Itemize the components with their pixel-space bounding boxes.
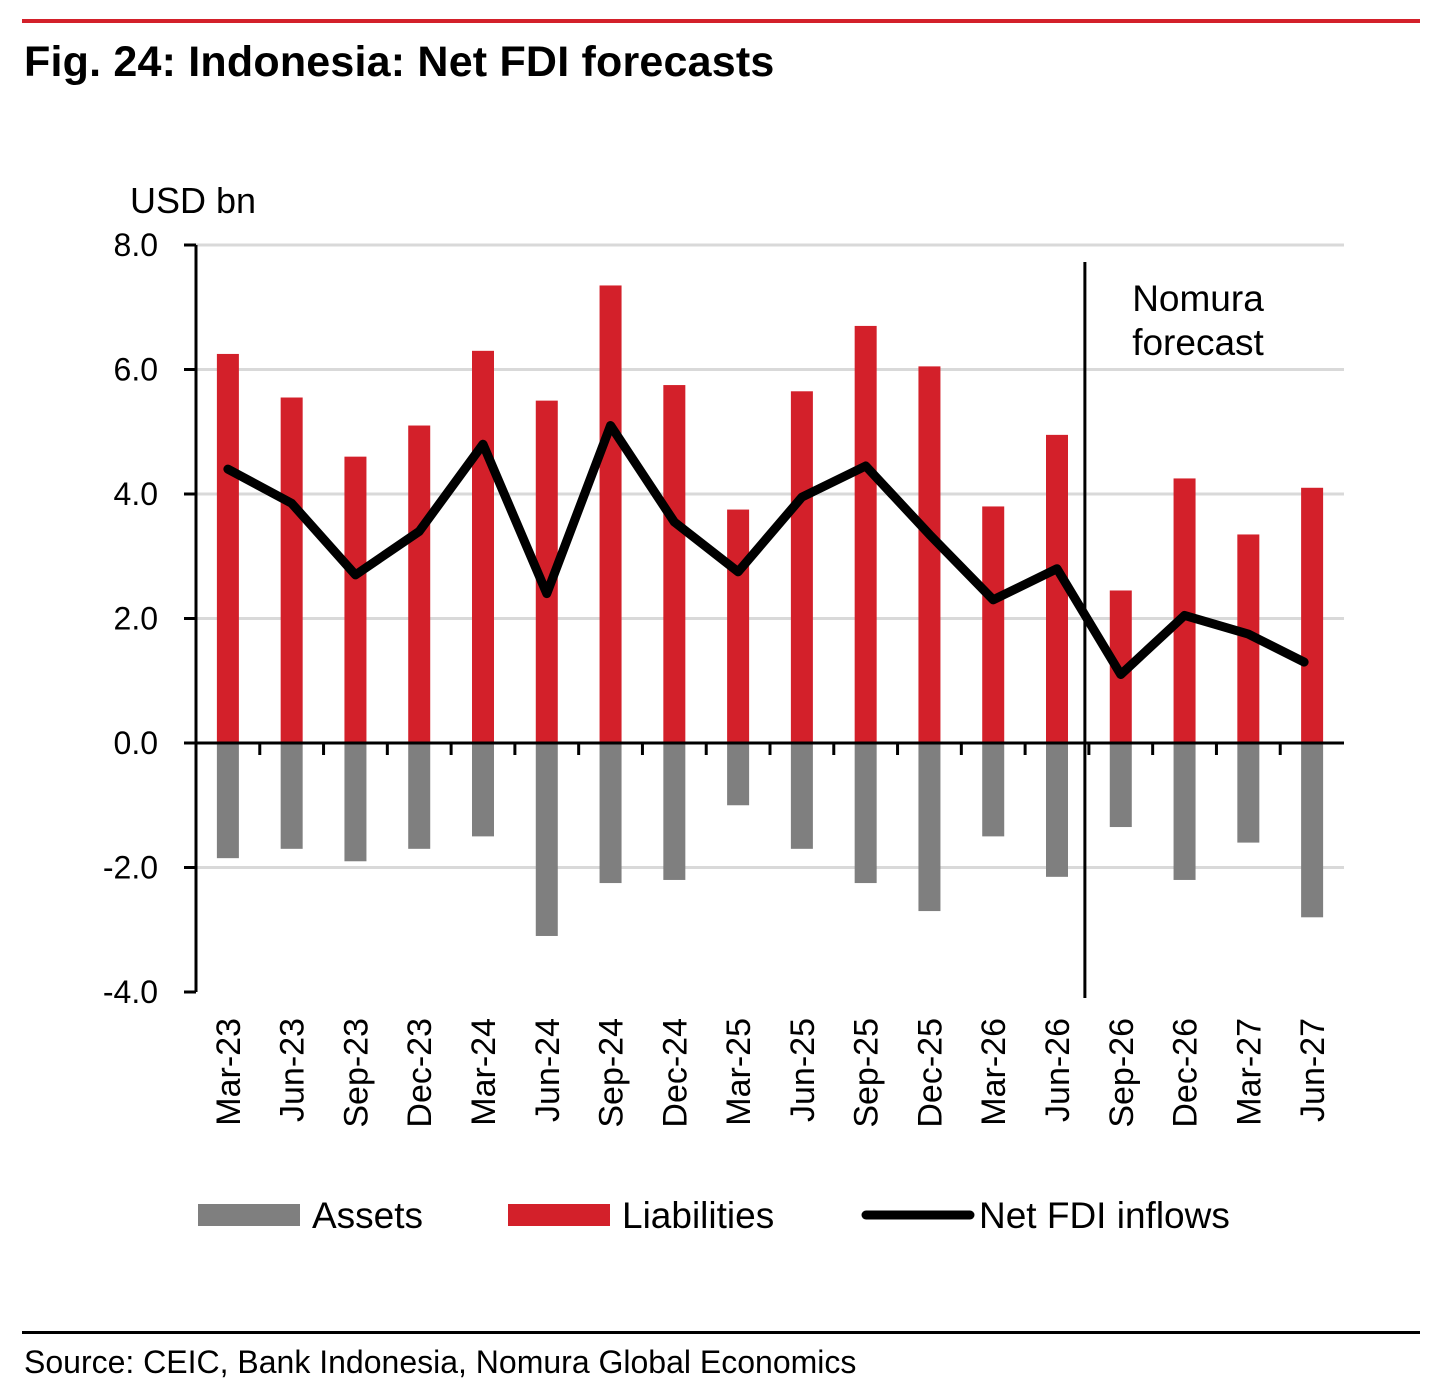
assets-bar — [1237, 743, 1260, 843]
assets-bar — [1046, 743, 1068, 877]
x-category-label: Mar-25 — [720, 1018, 758, 1126]
liabilities-bar — [1046, 434, 1068, 743]
liabilities-bar — [472, 350, 494, 743]
liabilities-bar — [727, 509, 750, 743]
legend-swatch — [198, 1204, 300, 1226]
source-note: Source: CEIC, Bank Indonesia, Nomura Glo… — [24, 1344, 857, 1380]
assets-bar — [918, 743, 941, 912]
x-category-label: Mar-23 — [210, 1018, 248, 1126]
y-tick-label: -2.0 — [103, 850, 158, 886]
net-fdi-point — [291, 502, 293, 504]
assets-bar — [727, 743, 750, 806]
net-fdi-point — [546, 593, 548, 595]
net-fdi-line — [223, 421, 1309, 680]
y-tick-label: 4.0 — [114, 476, 158, 512]
assets-bar — [982, 743, 1005, 837]
x-category-label: Dec-26 — [1167, 1018, 1205, 1128]
forecast-note-line2: forecast — [1132, 322, 1264, 363]
y-tick-label: 2.0 — [114, 601, 158, 637]
net-fdi-point — [354, 574, 356, 576]
assets-bar — [1173, 743, 1196, 880]
liabilities-bar — [982, 506, 1005, 743]
liabilities-bar — [1173, 478, 1196, 743]
x-category-label: Mar-27 — [1230, 1018, 1268, 1126]
legend-label: Net FDI inflows — [979, 1195, 1230, 1236]
liabilities-bar — [344, 456, 367, 743]
net-fdi-point — [865, 465, 867, 467]
x-category-label: Jun-23 — [274, 1018, 312, 1122]
y-tick-label: -4.0 — [103, 974, 158, 1010]
net-fdi-point — [482, 443, 484, 445]
legend-label: Assets — [312, 1195, 423, 1236]
assets-bar — [1301, 743, 1324, 918]
net-fdi-point — [227, 468, 229, 470]
x-category-label: Jun-25 — [784, 1018, 822, 1122]
assets-bar — [854, 743, 877, 884]
top-rule — [22, 19, 1420, 23]
assets-bar — [599, 743, 622, 884]
y-tick-label: 0.0 — [114, 725, 158, 761]
liabilities-bar — [790, 391, 813, 743]
x-category-label: Sep-25 — [848, 1018, 886, 1128]
net-fdi-point — [801, 496, 803, 498]
liabilities-bar — [216, 353, 239, 743]
x-category-label: Dec-25 — [911, 1018, 949, 1128]
assets-bar — [663, 743, 686, 880]
x-category-label: Jun-26 — [1039, 1018, 1077, 1122]
net-fdi-point — [1184, 614, 1186, 616]
net-fdi-points — [227, 425, 1305, 676]
net-fdi-point — [610, 425, 612, 427]
figure-title: Fig. 24: Indonesia: Net FDI forecasts — [24, 38, 775, 86]
assets-bar — [408, 743, 431, 849]
net-fdi-point — [1303, 661, 1305, 663]
liabilities-bar — [408, 425, 431, 743]
x-category-label: Jun-24 — [529, 1018, 567, 1122]
bars — [194, 285, 1324, 936]
legend-label: Liabilities — [622, 1195, 774, 1236]
liabilities-bar — [535, 400, 558, 743]
net-fdi-point — [992, 599, 994, 601]
x-category-label: Sep-26 — [1103, 1018, 1141, 1128]
net-fdi-point — [928, 533, 930, 535]
assets-bar — [216, 743, 239, 859]
x-category-label: Dec-24 — [656, 1018, 694, 1128]
assets-bar — [472, 743, 494, 837]
y-tick-label: 8.0 — [114, 227, 158, 263]
legend-swatch — [508, 1204, 610, 1226]
x-category-label: Mar-24 — [465, 1018, 503, 1126]
y-axis-ticks: 8.0 6.0 4.0 2.0 0.0 -2.0 -4.0 — [103, 227, 196, 1010]
y-tick-label: 6.0 — [114, 352, 158, 388]
assets-bar — [790, 743, 813, 849]
y-axis-unit: USD bn — [130, 180, 256, 221]
net-fdi-point — [1247, 633, 1249, 635]
net-fdi-point — [737, 571, 739, 573]
liabilities-bar — [599, 285, 622, 743]
bottom-rule — [22, 1331, 1420, 1334]
legend: Assets Liabilities Net FDI inflows — [198, 1195, 1230, 1236]
x-category-label: Jun-27 — [1294, 1018, 1332, 1122]
liabilities-bar — [918, 366, 941, 743]
liabilities-bar — [280, 397, 303, 743]
x-axis-labels: Mar-23 Jun-23 Sep-23 Dec-23 Mar-24 Jun-24 Sep-… — [210, 1018, 1332, 1128]
assets-bar — [280, 743, 303, 849]
gridlines — [196, 243, 1344, 869]
liabilities-bar — [1301, 487, 1324, 743]
liabilities-bar — [854, 325, 877, 743]
x-category-label: Mar-26 — [975, 1018, 1013, 1126]
assets-bar — [535, 743, 558, 936]
assets-bar — [344, 743, 367, 862]
liabilities-bar — [663, 385, 686, 743]
x-category-label: Dec-23 — [401, 1018, 439, 1128]
x-category-label: Sep-24 — [593, 1018, 631, 1128]
net-fdi-point — [1120, 674, 1122, 676]
net-fdi-point — [673, 521, 675, 523]
assets-bar — [1109, 743, 1132, 828]
forecast-note-line1: Nomura — [1132, 278, 1264, 319]
x-category-label: Sep-23 — [337, 1018, 375, 1128]
net-fdi-point — [418, 530, 420, 532]
net-fdi-point — [1056, 568, 1058, 570]
